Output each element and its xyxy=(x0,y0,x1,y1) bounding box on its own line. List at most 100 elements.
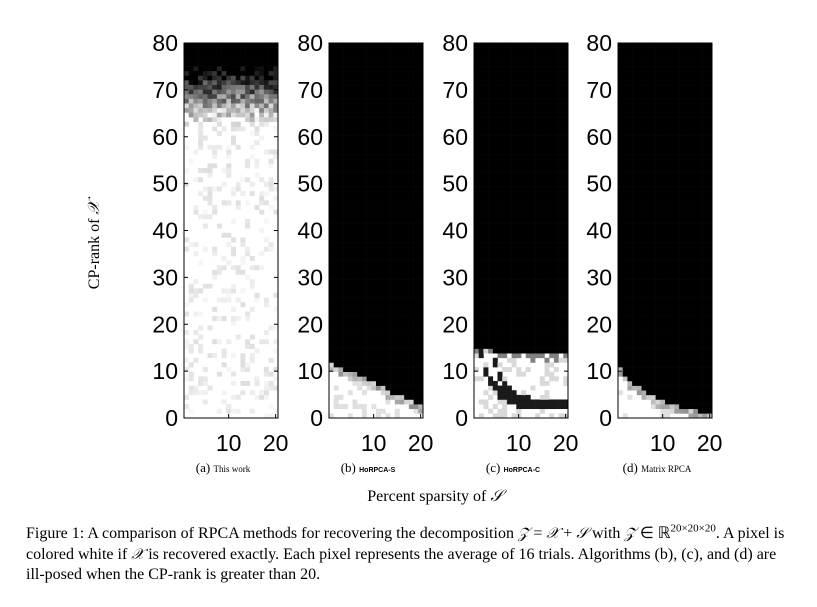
heatmap-cell xyxy=(627,98,633,104)
heatmap-cell xyxy=(558,404,564,410)
heatmap-cell xyxy=(273,80,279,85)
heatmap-cell xyxy=(683,195,689,201)
heatmap-cell xyxy=(506,75,512,81)
heatmap-cell xyxy=(474,103,479,109)
heatmap-cell xyxy=(539,177,545,183)
heatmap-cell xyxy=(245,362,251,368)
heatmap-cell xyxy=(202,283,208,289)
heatmap-cell xyxy=(558,47,564,53)
heatmap-cell xyxy=(245,84,251,90)
heatmap-cell xyxy=(347,205,353,210)
heatmap-cell xyxy=(376,228,381,234)
heatmap-cell xyxy=(669,279,675,285)
heatmap-cell xyxy=(665,172,670,178)
heatmap-cell xyxy=(338,353,344,359)
heatmap-cell xyxy=(376,172,381,178)
heatmap-cell xyxy=(679,306,685,312)
heatmap-cell xyxy=(366,158,372,164)
heatmap-cell xyxy=(366,149,372,155)
heatmap-cell xyxy=(404,325,410,331)
heatmap-cell xyxy=(646,75,652,81)
heatmap-cell xyxy=(376,126,381,132)
heatmap-cell xyxy=(366,353,372,359)
heatmap-cell xyxy=(394,399,400,405)
heatmap-cell xyxy=(338,89,344,95)
heatmap-cell xyxy=(240,353,246,359)
heatmap-cell xyxy=(511,399,517,405)
heatmap-cell xyxy=(665,130,670,136)
heatmap-cell xyxy=(539,334,545,340)
heatmap-cell xyxy=(198,177,204,183)
heatmap-cell xyxy=(502,413,508,419)
heatmap-cell xyxy=(478,218,484,224)
heatmap-cell xyxy=(521,348,526,354)
heatmap-cell xyxy=(674,186,680,192)
heatmap-cell xyxy=(683,80,689,85)
heatmap-cell xyxy=(655,218,661,224)
heatmap-cell xyxy=(622,320,628,326)
heatmap-cell xyxy=(385,186,391,192)
heatmap-cell xyxy=(259,117,265,122)
heatmap-cell xyxy=(478,135,484,141)
heatmap-cell xyxy=(193,293,199,298)
heatmap-cell xyxy=(366,320,372,326)
heatmap-cell xyxy=(674,242,680,247)
heatmap-cell xyxy=(558,66,564,72)
heatmap-cell xyxy=(650,339,656,345)
heatmap-cell xyxy=(408,191,414,197)
heatmap-cell xyxy=(511,172,517,178)
heatmap-cell xyxy=(390,297,396,303)
heatmap-cell xyxy=(650,228,656,234)
heatmap-cell xyxy=(268,103,274,109)
heatmap-cell xyxy=(646,47,652,53)
heatmap-cell xyxy=(352,283,358,289)
heatmap-cell xyxy=(366,357,372,363)
heatmap-cell xyxy=(530,325,536,331)
heatmap-cell xyxy=(506,163,512,169)
heatmap-cell xyxy=(679,172,685,178)
heatmap-cell xyxy=(516,311,522,317)
heatmap-cell xyxy=(521,112,526,118)
heatmap-cell xyxy=(553,149,559,155)
heatmap-cell xyxy=(558,330,564,335)
heatmap-cell xyxy=(506,98,512,104)
heatmap-cell xyxy=(193,47,199,53)
heatmap-cell xyxy=(343,320,349,326)
heatmap-cell xyxy=(669,293,675,298)
heatmap-cell xyxy=(521,343,526,349)
heatmap-cell xyxy=(660,205,666,210)
heatmap-cell xyxy=(622,260,628,266)
heatmap-cell xyxy=(193,43,199,48)
heatmap-cell xyxy=(385,89,391,95)
heatmap-cell xyxy=(263,61,269,67)
heatmap-cell xyxy=(333,43,339,48)
heatmap-cell xyxy=(347,228,353,234)
heatmap-cell xyxy=(380,223,386,229)
heatmap-cell xyxy=(660,89,666,95)
heatmap-cell xyxy=(474,297,479,303)
heatmap-cell xyxy=(544,274,550,280)
heatmap-cell xyxy=(558,126,564,132)
heatmap-cell xyxy=(343,251,349,257)
heatmap-cell xyxy=(343,172,349,178)
heatmap-cell xyxy=(394,255,400,261)
heatmap-cell xyxy=(221,232,227,238)
heatmap-cell xyxy=(245,80,251,85)
heatmap-cell xyxy=(679,334,685,340)
heatmap-cell xyxy=(506,255,512,261)
heatmap-cell xyxy=(418,144,424,150)
heatmap-cell xyxy=(408,237,414,243)
heatmap-cell xyxy=(636,130,642,136)
heatmap-cell xyxy=(669,306,675,312)
heatmap-cell xyxy=(357,209,363,215)
heatmap-cell xyxy=(483,75,489,81)
heatmap-cell xyxy=(390,205,396,210)
heatmap-cell xyxy=(198,348,204,354)
heatmap-cell xyxy=(660,330,666,335)
heatmap-cell xyxy=(525,93,531,99)
heatmap-cell xyxy=(361,121,367,127)
heatmap-cell xyxy=(497,61,503,67)
heatmap-cell xyxy=(492,130,498,136)
heatmap-cell xyxy=(202,56,208,62)
heatmap-cell xyxy=(525,265,531,271)
